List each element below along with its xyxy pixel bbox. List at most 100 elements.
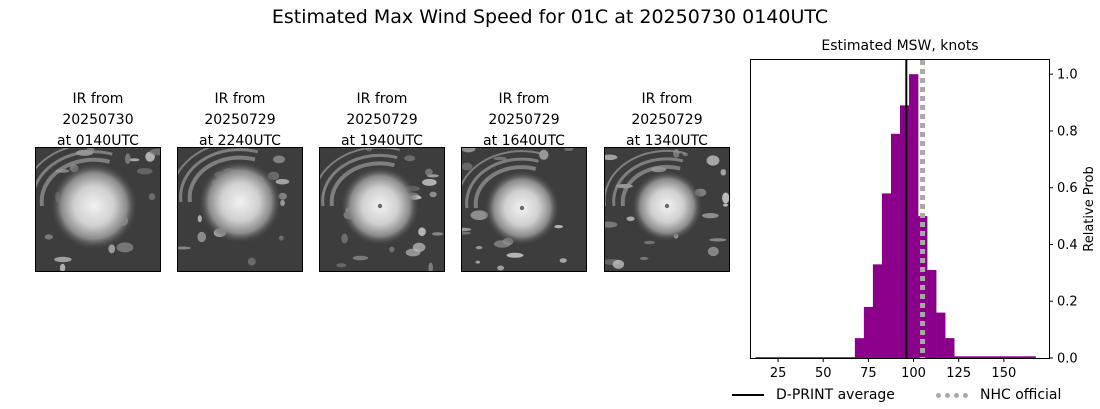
ir-panel-label: IR from [356,91,408,107]
cloud-speckle [462,227,472,232]
main-title: Estimated Max Wind Speed for 01C at 2025… [271,6,829,28]
ir-panel-time: at 1940UTC [341,133,423,149]
cloud-speckle [506,252,524,258]
cloud-speckle [605,154,618,161]
cloud-speckle [707,246,719,257]
histogram-bar [800,357,810,358]
rain-band [465,157,539,209]
cloud-speckle [178,246,191,250]
cloud-speckle [273,155,285,164]
ir-satellite-image [461,147,587,272]
histogram-bar [1026,356,1036,358]
cloud-speckle [336,263,347,268]
histogram-bar [890,133,901,358]
cloud-speckle [148,193,156,201]
x-axis-ticks: 25 50 75 100 125 150 [770,358,1016,381]
cloud-speckle [644,240,655,245]
cloud-speckle [278,235,284,241]
storm-cloud-image [178,148,302,271]
cloud-speckle [425,168,433,176]
storm-eye [377,203,383,209]
storm-core [198,160,282,244]
cloud-speckle [44,234,53,240]
cloud-speckle [275,178,290,185]
histogram-bar [981,356,991,358]
cloud-speckle [497,265,504,271]
cloud-speckle [475,246,483,250]
ir-panel-2: IR from 20250729 at 2240UTC [177,89,303,272]
legend-item-nhc: NHC official [936,387,1061,403]
ir-panel-time: at 2240UTC [199,133,281,149]
ir-panel-5: IR from 20250729 at 1340UTC [604,89,730,272]
y-axis-ticks: 0.0 0.2 0.4 0.6 0.8 1.0 [1049,68,1078,367]
histogram-bar [936,312,946,358]
ir-panel-title: IR from 20250729 at 1640UTC [461,89,587,152]
cloud-speckle [352,255,369,261]
cloud-speckle [247,257,256,266]
reference-lines [905,60,926,358]
ir-panel-4: IR from 20250729 at 1640UTC [461,89,587,272]
rain-band [36,148,71,170]
histogram-bar [881,193,892,358]
cloud-speckle [197,231,206,243]
histogram-bar [845,357,856,358]
cloud-speckle [341,233,348,244]
cloud-speckle [626,216,635,222]
y-tick-label: 1.0 [1057,68,1078,83]
histogram-bar [972,356,982,358]
cloud-speckle [722,192,729,204]
cloud-speckle [59,263,66,271]
ir-panel-date: 20250729 [204,112,276,128]
ir-panel-label: IR from [498,91,550,107]
histogram-bar [954,356,964,358]
y-tick-label: 0.6 [1057,181,1078,196]
y-axis-label: Relative Prob [1082,166,1097,251]
cloud-speckle [706,155,720,166]
cloud-speckle [539,149,549,160]
cloud-speckle [129,158,140,162]
rain-band [187,155,256,203]
cloud-speckle [493,156,507,161]
cloud-speckle [54,256,72,263]
legend-swatch-solid-line [732,394,764,396]
cloud-speckle [116,242,134,253]
storm-cloud-image [320,148,444,271]
x-tick-label: 125 [946,366,971,381]
ir-panel-title: IR from 20250729 at 1340UTC [604,89,730,152]
cloud-speckle [428,262,433,271]
legend-swatch-dotted-line [936,392,968,398]
ir-panel-1: IR from 20250730 at 0140UTC [35,89,161,272]
cloud-speckle [412,242,426,252]
cloud-speckle [605,221,618,228]
storm-cloud-image [36,148,160,271]
msw-histogram-chart: Estimated MSW, knots 25 50 75 100 125 150 0.0… [750,38,1097,381]
y-tick-label: 0.4 [1057,238,1078,253]
ir-panel-label: IR from [72,91,124,107]
ir-satellite-image [35,147,161,272]
histogram-bar [1017,356,1027,358]
rain-band [320,148,401,180]
ir-panel-title: IR from 20250729 at 2240UTC [177,89,303,152]
legend-item-dprint: D-PRINT average [732,387,895,403]
histogram-bar [863,306,874,358]
cloud-speckle [429,191,437,198]
histogram-bar [999,356,1009,358]
histogram-bar [872,264,883,358]
histogram-bar [1008,356,1018,358]
histogram-bar [900,105,910,358]
histogram-bar [773,357,783,358]
cloud-speckle [639,256,649,261]
y-tick-label: 0.0 [1057,352,1078,367]
histogram-bar [809,357,820,358]
histogram-bar [791,357,801,358]
cloud-speckle [720,169,727,176]
legend-label-dprint: D-PRINT average [776,387,895,403]
cloud-speckle [554,225,563,229]
ir-panel-3: IR from 20250729 at 1940UTC [319,89,445,272]
cloud-speckle [475,260,480,264]
y-tick-label: 0.8 [1057,124,1078,139]
rain-band [605,149,686,206]
x-tick-label: 150 [991,366,1016,381]
x-tick-label: 50 [815,366,832,381]
histogram-bar [836,357,847,358]
